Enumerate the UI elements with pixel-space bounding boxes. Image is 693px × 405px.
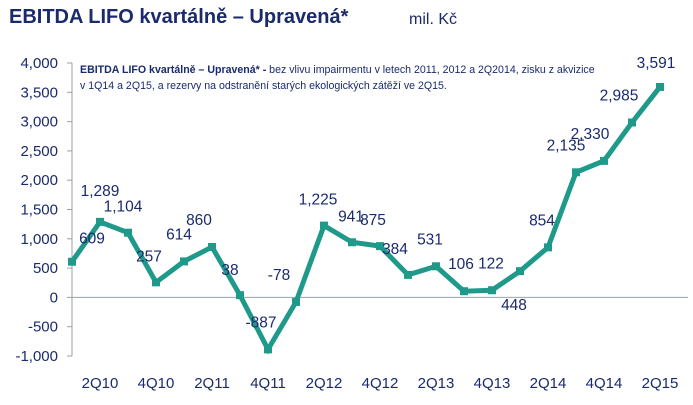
series-polyline <box>69 85 662 355</box>
data-label: 854 <box>529 212 555 229</box>
x-tick-label: 4Q14 <box>586 375 623 392</box>
y-tick-label: 3,000 <box>20 114 58 131</box>
data-point <box>600 156 608 165</box>
data-label: 614 <box>166 226 192 243</box>
data-point <box>68 257 76 266</box>
data-label: 384 <box>382 241 408 258</box>
y-tick-label: -1,000 <box>15 348 58 365</box>
data-label: 609 <box>79 231 105 248</box>
y-tick-label: 4,000 <box>20 55 58 72</box>
data-label: 2,135 <box>547 137 586 154</box>
y-tick-label: 0 <box>50 289 58 306</box>
data-point <box>348 238 356 247</box>
x-tick-label: 2Q10 <box>82 375 119 392</box>
data-label: 3,591 <box>637 55 676 72</box>
data-point <box>572 168 580 177</box>
data-point <box>236 291 244 300</box>
data-label: -887 <box>245 314 276 331</box>
x-tick-label: 2Q12 <box>306 375 343 392</box>
data-point <box>320 221 328 230</box>
data-point <box>208 243 216 252</box>
data-label: 2,985 <box>600 87 639 104</box>
chart-title: EBITDA LIFO kvartálně – Upravená* <box>9 6 349 28</box>
data-point <box>376 242 384 251</box>
x-tick-label: 2Q14 <box>530 375 567 392</box>
data-labels: 6091,2891,10425761486038-887-781,2259418… <box>79 55 675 331</box>
data-label: 257 <box>136 248 162 265</box>
data-point <box>124 228 132 237</box>
axes: 4,000 3,500 3,000 2,500 2,000 1,500 1,000 500 0 -… <box>15 55 688 392</box>
x-tick-label: 2Q15 <box>642 375 679 392</box>
x-tick-label: 4Q10 <box>138 375 175 392</box>
data-label: 2,330 <box>571 126 610 143</box>
x-tick-label: 2Q11 <box>194 375 230 392</box>
x-tick-label: 4Q12 <box>362 375 399 392</box>
footnote-bold: EBITDA LIFO kvartálně – Upravená* - <box>80 64 267 76</box>
data-label: 38 <box>221 262 238 279</box>
data-label: 122 <box>478 255 504 272</box>
y-tick-label: 1,500 <box>20 202 58 219</box>
series-line <box>68 82 664 355</box>
data-label: 1,289 <box>81 183 120 200</box>
data-point <box>152 278 160 287</box>
data-label: 1,225 <box>299 192 338 209</box>
data-label: 531 <box>417 231 443 248</box>
y-tick-label: 2,500 <box>20 143 58 160</box>
data-point <box>180 257 188 266</box>
data-point <box>404 270 412 279</box>
footnote: EBITDA LIFO kvartálně – Upravená* - bez … <box>80 62 600 94</box>
y-tick-label: 3,500 <box>20 84 58 101</box>
data-label: 941 <box>338 208 364 225</box>
data-point <box>264 345 272 354</box>
footnote-text: bez vlivu impairmentu v letech 2011, 201… <box>80 64 595 92</box>
x-tick-label: 4Q11 <box>250 375 286 392</box>
data-label: 1,104 <box>104 199 143 216</box>
x-tick-label: 4Q13 <box>474 375 511 392</box>
data-point <box>656 82 664 91</box>
data-point <box>628 118 636 127</box>
data-label: 875 <box>360 212 386 229</box>
y-tick-label: -500 <box>28 319 58 336</box>
data-label: 448 <box>501 297 527 314</box>
y-tick-label: 1,000 <box>20 231 58 248</box>
unit-label: mil. Kč <box>409 11 457 28</box>
data-point <box>460 287 468 296</box>
y-tick-label: 500 <box>33 260 58 277</box>
y-tick-label: 2,000 <box>20 172 58 189</box>
data-label: -78 <box>268 267 290 284</box>
data-point <box>432 262 440 271</box>
data-point <box>516 267 524 276</box>
x-tick-label: 2Q13 <box>418 375 455 392</box>
data-point <box>488 286 496 295</box>
data-point <box>544 243 552 252</box>
data-point <box>96 217 104 226</box>
data-label: 106 <box>448 256 474 273</box>
data-label: 860 <box>186 212 212 229</box>
data-point <box>292 297 300 306</box>
